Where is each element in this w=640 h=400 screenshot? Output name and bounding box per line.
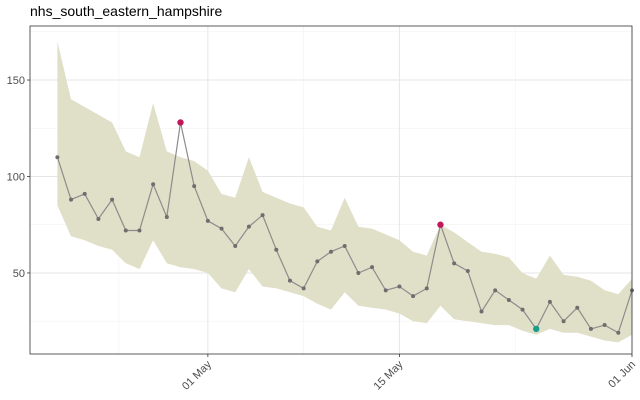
confidence-band (57, 41, 632, 343)
data-point (329, 249, 333, 254)
x-tick-label: 01 Jun (606, 359, 638, 391)
data-point-low (533, 325, 540, 333)
data-point (246, 224, 251, 229)
data-point (55, 155, 60, 160)
data-point (96, 216, 101, 221)
plot-border (29, 25, 633, 355)
data-point (383, 288, 388, 293)
data-point (506, 297, 511, 302)
chart-title: nhs_south_eastern_hampshire (30, 3, 223, 19)
data-point (123, 228, 128, 233)
data-point (356, 270, 361, 275)
data-point (493, 288, 498, 293)
x-tick-label: 15 May (372, 358, 406, 392)
data-point (315, 259, 320, 264)
data-point (82, 191, 87, 196)
data-point (137, 228, 142, 233)
data-point-high (437, 221, 444, 228)
data-point (424, 286, 429, 291)
data-point (110, 197, 115, 202)
series-points (55, 119, 634, 335)
data-point (69, 197, 74, 202)
x-axis: 01 May 15 May 01 Jun (180, 354, 638, 393)
data-point (151, 182, 156, 187)
data-point (164, 215, 169, 220)
data-point (588, 326, 593, 331)
data-point (205, 218, 210, 223)
data-point (342, 243, 347, 248)
y-axis: 50 100 150 (7, 75, 30, 280)
data-point (616, 330, 621, 335)
data-point (465, 269, 470, 274)
data-point (260, 213, 265, 218)
data-point (452, 261, 457, 266)
data-point (233, 243, 238, 248)
x-tick-label: 01 May (180, 358, 214, 392)
data-point (274, 247, 279, 252)
data-point (547, 299, 552, 304)
data-point (301, 286, 306, 291)
data-point (602, 323, 607, 328)
data-point (219, 226, 224, 231)
data-point (479, 309, 484, 314)
y-tick-label: 100 (7, 171, 25, 183)
y-tick-label: 50 (13, 268, 25, 280)
data-point (575, 305, 580, 310)
data-point (287, 278, 292, 283)
data-point (370, 265, 375, 270)
data-point-high (177, 119, 184, 126)
data-point (397, 284, 402, 289)
data-point (520, 307, 525, 312)
data-point (411, 294, 416, 299)
y-tick-label: 150 (7, 75, 25, 87)
data-point (561, 319, 566, 324)
data-point (192, 184, 197, 189)
